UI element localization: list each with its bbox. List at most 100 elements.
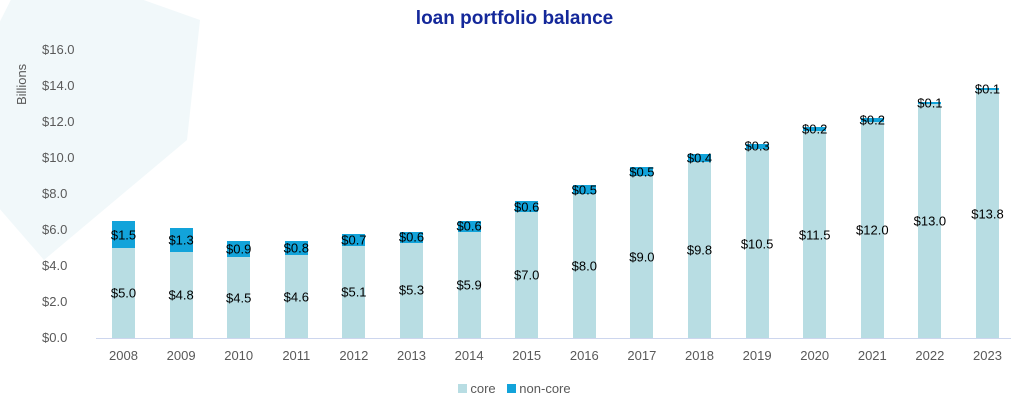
- x-tick-label: 2019: [742, 348, 772, 363]
- data-label-core: $12.0: [856, 222, 889, 238]
- data-label-core: $7.0: [514, 267, 540, 283]
- bar-segment-core: [860, 122, 884, 338]
- y-tick-label: $6.0: [42, 222, 68, 237]
- x-tick-label: 2012: [339, 348, 369, 363]
- y-tick-label: $8.0: [42, 186, 68, 201]
- x-tick-label: 2014: [454, 348, 484, 363]
- bar-segment-non-core: [860, 118, 884, 122]
- x-tick-label: 2020: [800, 348, 830, 363]
- x-tick-label: 2018: [685, 348, 714, 363]
- data-label-non-core: $1.5: [110, 227, 137, 242]
- legend-item-core: core: [458, 381, 496, 396]
- legend-label-core: core: [470, 381, 496, 396]
- bar-2008: [112, 0, 135, 338]
- bar-segment-core: [342, 246, 366, 338]
- bar-segment-core: [400, 242, 423, 338]
- bar-segment-non-core: [976, 87, 999, 90]
- data-label-core: $13.8: [971, 206, 1004, 222]
- data-label-non-core: $0.1: [974, 81, 1001, 97]
- data-label-non-core: $0.5: [629, 164, 655, 179]
- bar-segment-non-core: [227, 240, 251, 257]
- x-tick-label: 2010: [224, 348, 254, 363]
- bar-2009: [169, 0, 193, 338]
- data-label-non-core: $0.9: [226, 241, 252, 257]
- legend-item-non-core: non-core: [507, 381, 571, 396]
- data-label-core: $9.0: [629, 249, 655, 265]
- bar-2016: [572, 0, 596, 338]
- x-tick-label: 2021: [857, 348, 887, 363]
- x-tick-label: 2013: [397, 348, 426, 363]
- y-tick-label: $12.0: [42, 114, 75, 129]
- x-tick-label: 2016: [569, 348, 599, 363]
- bar-segment-non-core: [572, 185, 596, 194]
- y-tick-label: $14.0: [42, 78, 75, 93]
- bar-segment-non-core: [400, 231, 423, 243]
- bar-segment-non-core: [803, 127, 827, 131]
- bar-2019: [745, 0, 769, 338]
- chart-title: loan portfolio balance: [415, 8, 614, 29]
- bar-2010: [227, 0, 251, 338]
- bar-segment-core: [918, 104, 942, 338]
- y-tick-label: $4.0: [42, 258, 68, 273]
- data-label-core: $11.5: [798, 227, 831, 242]
- data-label-core: $5.3: [398, 282, 425, 298]
- bar-segment-core: [976, 89, 999, 338]
- legend-swatch-core: [458, 384, 468, 393]
- data-label-core: $4.8: [168, 287, 194, 303]
- data-label-core: $9.8: [686, 242, 713, 258]
- bar-segment-non-core: [918, 102, 942, 104]
- data-label-non-core: $0.3: [744, 138, 770, 154]
- data-label-non-core: $0.7: [341, 232, 367, 248]
- y-tick-label: $10.0: [42, 150, 75, 165]
- bar-2018: [688, 0, 711, 338]
- bar-2013: [400, 0, 423, 338]
- bar-2015: [515, 0, 539, 338]
- bar-2011: [284, 0, 308, 338]
- x-tick-label: 2015: [512, 348, 542, 363]
- x-tick-label: 2022: [915, 348, 945, 363]
- data-label-non-core: $0.1: [917, 95, 943, 111]
- data-label-non-core: $0.6: [456, 218, 482, 234]
- bar-segment-non-core: [284, 240, 308, 256]
- bar-segment-non-core: [457, 221, 481, 232]
- bar-segment-non-core: [515, 201, 539, 212]
- bar-segment-non-core: [630, 167, 654, 176]
- bar-2023: [976, 0, 999, 338]
- bar-2021: [860, 0, 884, 338]
- y-axis-label: Billions: [14, 63, 29, 105]
- bar-segment-core: [112, 248, 135, 338]
- bar-segment-core: [803, 131, 827, 338]
- data-label-core: $5.9: [456, 277, 482, 293]
- data-label-non-core: $0.8: [283, 240, 309, 256]
- x-tick-label: 2023: [973, 348, 1002, 363]
- bar-2022: [918, 0, 942, 338]
- legend: core non-core: [0, 381, 1029, 396]
- legend-label-non-core: non-core: [519, 381, 571, 396]
- bar-segment-non-core: [745, 143, 769, 149]
- data-label-core: $5.0: [110, 285, 137, 301]
- x-tick-label: 2008: [109, 348, 138, 363]
- legend-swatch-non-core: [507, 384, 517, 393]
- bar-segment-core: [457, 231, 481, 338]
- bar-segment-core: [688, 161, 711, 338]
- bar-2020: [803, 0, 827, 338]
- data-label-non-core: $1.3: [168, 232, 194, 248]
- data-label-non-core: $0.5: [571, 182, 597, 197]
- x-tick-label: 2011: [282, 348, 311, 363]
- bar-segment-core: [745, 149, 769, 338]
- bar-segment-core: [227, 257, 251, 338]
- x-tick-label: 2017: [627, 348, 657, 363]
- bar-segment-non-core: [169, 228, 193, 252]
- bar-segment-core: [169, 251, 193, 338]
- y-tick-label: $2.0: [42, 294, 68, 309]
- bar-segment-core: [630, 176, 654, 338]
- data-label-core: $4.5: [226, 290, 252, 305]
- bar-2012: [342, 0, 366, 338]
- data-label-non-core: $0.2: [859, 112, 885, 128]
- bar-2014: [457, 0, 481, 338]
- y-tick-label: $16.0: [42, 42, 75, 57]
- data-label-non-core: $0.6: [398, 229, 425, 245]
- bar-segment-non-core: [342, 233, 366, 247]
- x-axis-line: [96, 338, 1011, 339]
- data-label-non-core: $0.2: [802, 121, 828, 137]
